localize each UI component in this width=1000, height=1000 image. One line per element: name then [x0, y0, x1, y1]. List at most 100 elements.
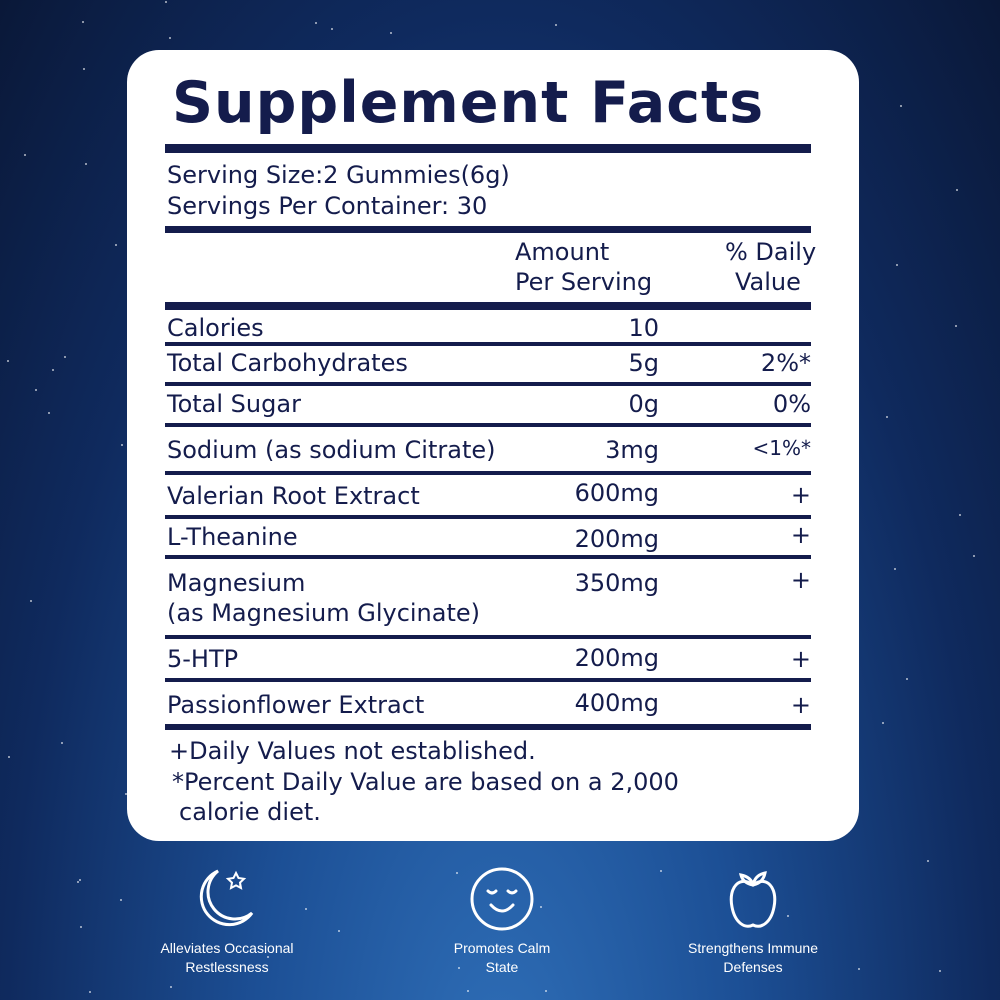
star — [939, 969, 942, 972]
header-amount: Amount — [515, 238, 610, 266]
star — [47, 412, 50, 415]
star — [882, 721, 885, 724]
star — [89, 990, 92, 993]
star — [955, 189, 958, 192]
divider — [165, 515, 811, 519]
star — [858, 968, 861, 971]
row-name: Valerian Root Extract — [167, 482, 420, 510]
star — [7, 359, 9, 362]
dagger-icon: + — [790, 521, 811, 549]
moon-star-icon — [199, 869, 254, 927]
star — [926, 860, 929, 863]
footnote-percent: *Percent Daily Value are based on a 2,00… — [172, 768, 679, 796]
star — [64, 355, 67, 358]
star — [305, 907, 308, 910]
row-dv: 2%* — [760, 349, 811, 377]
row-amount: 0g — [628, 390, 659, 418]
panel-title: Supplement Facts — [172, 70, 765, 136]
star — [82, 68, 85, 71]
footnote-daily-values: +Daily Values not established. — [169, 737, 536, 765]
footnote-percent-cont: calorie diet. — [179, 798, 321, 826]
feature-calm: Promotes Calm State — [402, 865, 602, 977]
star — [959, 514, 962, 517]
feature-label-line2: State — [485, 959, 519, 975]
divider — [165, 724, 811, 730]
star — [125, 793, 128, 796]
feature-immune: Strengthens Immune Defenses — [653, 865, 853, 977]
apple-icon — [729, 871, 777, 928]
star — [78, 878, 81, 881]
star — [458, 967, 461, 970]
divider — [165, 635, 811, 639]
dagger-icon: + — [790, 566, 811, 594]
feature-label-line1: Strengthens Immune — [688, 940, 818, 956]
serving-size: Serving Size:2 Gummies(6g) — [167, 161, 510, 189]
row-name-detail: (as Magnesium Glycinate) — [167, 599, 481, 627]
row-name: Passionflower Extract — [167, 691, 425, 719]
row-amount: 5g — [628, 349, 659, 377]
star — [554, 24, 557, 27]
star — [81, 21, 84, 23]
star — [120, 444, 123, 447]
row-name: L-Theanine — [167, 523, 298, 551]
servings-per-container: Servings Per Container: 30 — [167, 192, 488, 220]
divider — [165, 471, 811, 475]
row-amount: 200mg — [574, 644, 659, 672]
star — [660, 869, 663, 872]
feature-label-line2: Defenses — [723, 959, 783, 975]
divider — [165, 382, 811, 386]
star — [8, 756, 11, 759]
feature-label-line1: Alleviates Occasional — [160, 940, 294, 956]
row-dv: <1%* — [752, 436, 812, 460]
dagger-icon: + — [790, 645, 811, 673]
star — [545, 989, 548, 992]
divider — [165, 144, 811, 153]
row-amount: 3mg — [605, 436, 659, 464]
star — [539, 906, 542, 909]
star — [972, 554, 975, 557]
star — [35, 388, 38, 391]
row-name: 5-HTP — [167, 645, 239, 673]
star — [266, 956, 269, 959]
feature-restlessness: Alleviates Occasional Restlessness — [127, 865, 327, 977]
star — [168, 37, 171, 40]
star — [906, 677, 909, 680]
row-amount: 600mg — [574, 479, 659, 507]
feature-label-line2: Restlessness — [185, 959, 269, 975]
star — [24, 154, 27, 157]
divider — [165, 678, 811, 682]
row-amount: 10 — [628, 314, 659, 342]
header-value: Value — [735, 268, 801, 296]
star — [955, 324, 958, 327]
divider — [165, 302, 811, 310]
star — [77, 881, 80, 884]
star — [787, 914, 790, 917]
star — [164, 0, 167, 3]
row-amount: 350mg — [574, 569, 659, 597]
star — [330, 27, 333, 30]
star — [894, 568, 897, 571]
row-name: Calories — [167, 314, 264, 342]
star — [337, 930, 340, 933]
star — [170, 985, 173, 988]
row-name: Sodium (as sodium Citrate) — [167, 436, 496, 464]
row-amount: 200mg — [574, 525, 659, 553]
row-amount: 400mg — [574, 689, 659, 717]
star — [390, 31, 393, 34]
divider — [165, 555, 811, 559]
calm-face-icon — [470, 867, 534, 931]
star — [896, 264, 899, 267]
star — [79, 926, 82, 929]
star — [120, 898, 123, 901]
star — [115, 243, 118, 246]
header-daily: % Daily — [725, 238, 817, 266]
divider — [165, 423, 811, 427]
star — [85, 163, 88, 166]
dagger-icon: + — [790, 481, 811, 509]
star — [885, 415, 888, 418]
feature-label-line1: Promotes Calm — [453, 940, 551, 956]
star — [314, 21, 317, 24]
row-name: Magnesium — [167, 569, 306, 597]
supplement-facts-panel: Supplement Facts Serving Size:2 Gummies(… — [127, 50, 859, 841]
row-name: Total Sugar — [167, 390, 301, 418]
